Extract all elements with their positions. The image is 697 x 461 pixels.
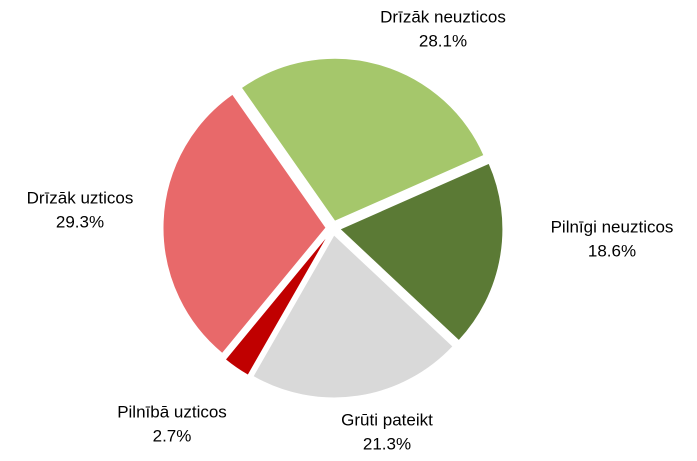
slice-value-label: 28.1% — [419, 31, 467, 50]
pie-slice — [252, 234, 454, 399]
pie-slice — [162, 93, 327, 355]
slice-value-label: 21.3% — [363, 434, 411, 453]
slice-label: Drīzāk neuzticos — [380, 7, 506, 26]
slice-label: Grūti pateikt — [341, 410, 433, 429]
slice-label: Pilnīgi neuzticos — [551, 217, 674, 236]
slice-value-label: 18.6% — [588, 241, 636, 260]
slice-label: Drīzāk uzticos — [27, 188, 134, 207]
pie-slice — [240, 57, 485, 222]
slice-value-label: 2.7% — [153, 426, 192, 445]
pie-slice — [339, 162, 504, 342]
slice-value-label: 29.3% — [56, 212, 104, 231]
pie-slice — [224, 233, 330, 376]
slice-label: Pilnībā uzticos — [117, 402, 227, 421]
